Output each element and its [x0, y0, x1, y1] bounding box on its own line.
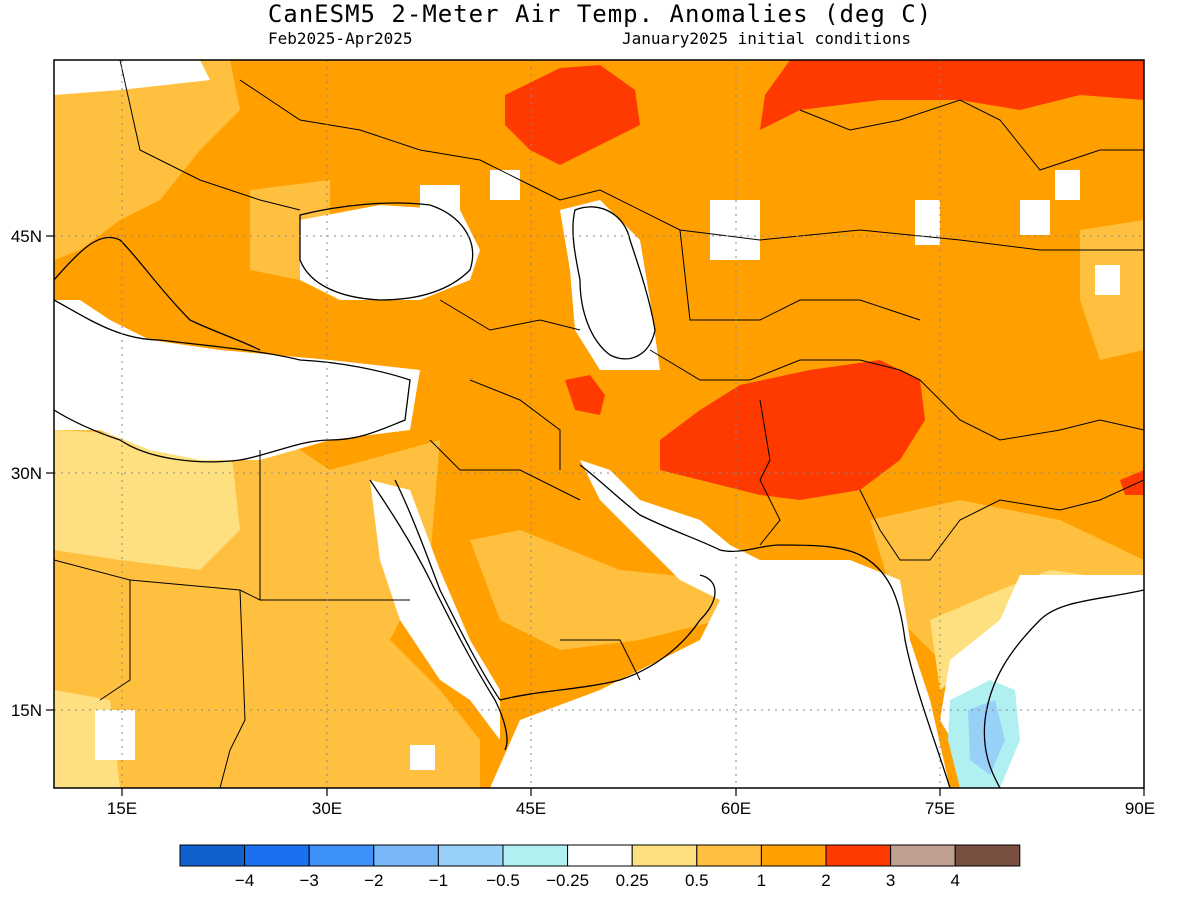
- colorbar: [179, 844, 1021, 867]
- lon-tick-label: 75E: [925, 799, 955, 818]
- border-line: [799, 99, 1144, 171]
- lat-tick-labels: 45N 30N 15N: [11, 227, 42, 720]
- masked-cell: [915, 200, 940, 245]
- masked-cell: [490, 170, 520, 200]
- border-line: [219, 589, 246, 788]
- border-line: [439, 299, 581, 331]
- colorbar-swatch: [244, 844, 310, 867]
- anomaly-south-india-cooler: [968, 700, 1005, 775]
- anomaly-afghanistan-warm: [660, 360, 925, 500]
- masked-cell: [95, 710, 135, 760]
- border-line: [919, 379, 1144, 441]
- colorbar-swatch: [437, 844, 504, 867]
- colorbar-swatch: [373, 844, 439, 867]
- lat-tick-label: 15N: [11, 701, 42, 720]
- anomaly-europe-0p5-1: [54, 60, 240, 260]
- anomaly-iran-north-warm: [565, 375, 605, 415]
- colorbar-label: 1: [757, 871, 766, 890]
- anomaly-caspian-neutral: [560, 200, 660, 370]
- map-title: CanESM5 2-Meter Air Temp. Anomalies (deg…: [267, 0, 933, 28]
- border-line: [119, 60, 301, 211]
- lon-tick-label: 30E: [312, 799, 342, 818]
- mediterranean-coast: [54, 299, 411, 463]
- initial-conditions: January2025 initial conditions: [622, 29, 911, 48]
- border-line: [99, 580, 131, 701]
- border-line: [649, 349, 921, 381]
- masked-cell: [410, 745, 435, 770]
- forecast-period: Feb2025-Apr2025: [268, 29, 413, 48]
- red-sea-east-coast: [394, 479, 501, 701]
- lat-tick-label: 45N: [11, 227, 42, 246]
- anomaly-arabian-sea-neutral: [490, 460, 950, 788]
- red-sea-west-coast: [369, 479, 508, 751]
- colorbar-label: 0.5: [685, 871, 709, 890]
- anomaly-north-sea-neutral: [54, 60, 210, 95]
- black-sea-coast: [299, 202, 474, 301]
- border-line: [560, 639, 641, 681]
- italy-coast: [54, 236, 261, 351]
- colorbar-label: 3: [886, 871, 895, 890]
- anomaly-mediterranean-neutral: [54, 300, 420, 460]
- anomaly-volga-warm: [505, 65, 640, 165]
- gridlines: [54, 60, 1144, 788]
- india-east-coast: [983, 589, 1144, 788]
- colorbar-swatch: [890, 844, 956, 867]
- arabia-iran-india-coast: [579, 464, 951, 788]
- caspian-coast: [572, 206, 656, 360]
- border-line: [54, 559, 410, 601]
- border-line: [679, 229, 921, 321]
- border-line: [859, 479, 1144, 561]
- lon-tick-label: 60E: [721, 799, 751, 818]
- anomaly-red-sea-neutral: [370, 480, 500, 740]
- masked-cell: [1055, 170, 1080, 200]
- border-line: [759, 399, 781, 546]
- colorbar-label: −2: [364, 871, 383, 890]
- anomaly-libya-0p25-0p5: [54, 430, 240, 570]
- anomaly-himalaya-warm: [1120, 470, 1144, 495]
- border-line: [239, 79, 521, 181]
- lat-tick-label: 30N: [11, 464, 42, 483]
- colorbar-swatch: [308, 844, 375, 867]
- colorbar-swatch: [567, 844, 633, 867]
- anomaly-fill: [54, 60, 1144, 788]
- colorbar-label: −4: [235, 871, 254, 890]
- colorbar-swatch: [825, 844, 892, 867]
- colorbar-swatch: [760, 844, 827, 867]
- colorbar-swatch: [696, 844, 762, 867]
- colorbar-label: −1: [429, 871, 448, 890]
- colorbar-labels: −4 −3 −2 −1 −0.5 −0.25 0.25 0.5 1 2 3 4: [235, 871, 960, 890]
- lon-tick-label: 90E: [1125, 799, 1155, 818]
- colorbar-label: −0.5: [486, 871, 520, 890]
- border-line: [429, 439, 581, 501]
- arabia-south-coast: [499, 574, 716, 701]
- masked-cell: [420, 185, 460, 210]
- masked-cell: [1020, 200, 1050, 235]
- colorbar-swatch: [631, 844, 698, 867]
- coastlines: [54, 202, 1144, 788]
- border-line: [469, 379, 561, 470]
- colorbar-swatch: [179, 844, 246, 867]
- border-line: [519, 179, 1144, 251]
- colorbar-swatch: [502, 844, 569, 867]
- colorbar-swatch: [954, 844, 1021, 867]
- anomaly-arabia-south-0p5-1: [470, 530, 720, 650]
- lon-tick-labels: 15E 30E 45E 60E 75E 90E: [107, 799, 1155, 818]
- country-borders: [54, 60, 1144, 788]
- colorbar-label: 0.25: [616, 871, 649, 890]
- masked-cell: [710, 200, 760, 260]
- colorbar-label: −0.25: [546, 871, 589, 890]
- masked-cell: [1095, 265, 1120, 295]
- axis-ticks: [46, 235, 1145, 796]
- colorbar-label: 4: [950, 871, 959, 890]
- lon-tick-label: 45E: [516, 799, 546, 818]
- colorbar-label: 2: [821, 871, 830, 890]
- lon-tick-label: 15E: [107, 799, 137, 818]
- anomaly-siberia-warm: [760, 60, 1144, 130]
- map-frame: [53, 59, 1145, 789]
- colorbar-label: −3: [300, 871, 319, 890]
- anomaly-black-sea-neutral: [300, 205, 480, 300]
